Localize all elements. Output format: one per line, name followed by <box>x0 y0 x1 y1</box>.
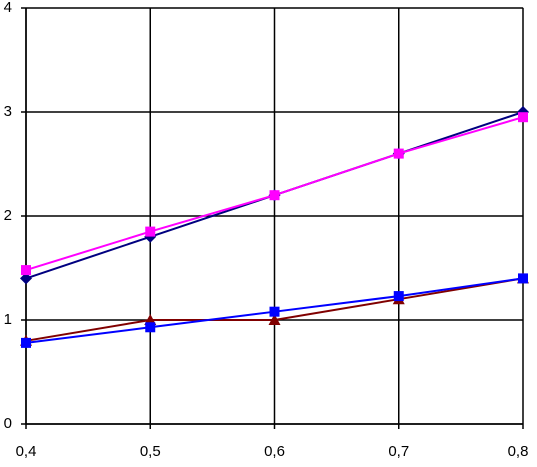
x-tick-label: 0,4 <box>16 443 37 460</box>
marker <box>144 314 157 325</box>
y-tick-label: 3 <box>4 103 12 120</box>
marker <box>145 322 156 333</box>
marker <box>21 265 31 276</box>
marker <box>393 291 404 302</box>
y-tick-label: 1 <box>4 311 12 328</box>
marker <box>269 190 280 201</box>
x-tick-label: 0,7 <box>388 443 409 460</box>
marker <box>145 226 156 237</box>
marker <box>268 314 281 325</box>
marker <box>20 272 32 285</box>
y-tick-label: 2 <box>4 207 12 224</box>
x-tick-label: 0,6 <box>264 443 285 460</box>
marker <box>21 337 31 348</box>
marker <box>518 112 528 123</box>
y-tick-label: 4 <box>4 0 12 16</box>
marker <box>518 273 528 284</box>
y-tick-label: 0 <box>4 415 12 432</box>
x-tick-label: 0,8 <box>508 443 529 460</box>
marker <box>393 148 404 159</box>
marker <box>269 306 280 317</box>
x-tick-label: 0,5 <box>140 443 161 460</box>
